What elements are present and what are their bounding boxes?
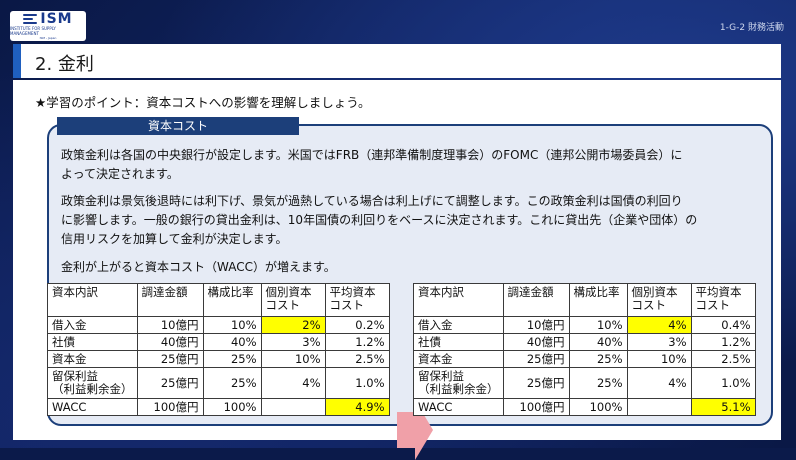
avg-cost-cell: 1.0% <box>690 367 756 399</box>
table-row: 社債 40億円 40% 3% 1.2% <box>47 333 390 351</box>
avg-cost-cell: 1.0% <box>324 367 390 399</box>
ism-logo: ISM INSTITUTE FOR SUPPLY MANAGEMENT ISM … <box>10 11 86 41</box>
avg-cost-cell: 0.2% <box>324 316 390 334</box>
ratio-cell: 25% <box>202 367 262 399</box>
cost-cell: 10% <box>626 350 692 368</box>
amount-cell: 40億円 <box>136 333 204 351</box>
header-cell: 構成比率 <box>568 283 628 317</box>
paragraph-line: よって決定されます。 <box>61 167 179 181</box>
amount-cell: 100億円 <box>136 398 204 416</box>
ratio-cell: 100% <box>202 398 262 416</box>
ratio-cell: 40% <box>568 333 628 351</box>
section-id: 1-G-2 財務活動 <box>719 23 784 33</box>
header-cell: 個別資本 コスト <box>626 283 692 317</box>
cost-cell <box>626 398 692 416</box>
box-label: 資本コスト <box>57 117 299 135</box>
cost-cell: 4% <box>626 367 692 399</box>
amount-cell: 10億円 <box>136 316 204 334</box>
title-bar: 2. 金利 <box>13 44 781 78</box>
row-label: WACC <box>413 398 504 416</box>
table-row: 社債 40億円 40% 3% 1.2% <box>413 333 756 351</box>
row-label: 留保利益 （利益剰余金） <box>413 367 504 399</box>
paragraph-line: 信用リスクを加算して金利が決定します。 <box>61 232 288 246</box>
table-row: WACC 100億円 100% 4.9% <box>47 398 390 416</box>
cost-cell: 4% <box>260 367 326 399</box>
wacc-table-before: 資本内訳 調達金額 構成比率 個別資本 コスト 平均資本 コスト 借入金 10億円 … <box>47 283 390 416</box>
row-label: 借入金 <box>47 316 138 334</box>
header-cell: 平均資本 コスト <box>324 283 390 317</box>
cost-cell-highlight: 4% <box>626 316 692 334</box>
paragraph-line: 政策金利は各国の中央銀行が設定します。米国ではFRB（連邦準備制度理事会）のFO… <box>61 148 683 162</box>
row-label: 資本金 <box>47 350 138 368</box>
amount-cell: 25億円 <box>502 367 570 399</box>
header-cell: 個別資本 コスト <box>260 283 326 317</box>
table-row: 留保利益 （利益剰余金） 25億円 25% 4% 1.0% <box>413 367 756 399</box>
ratio-cell: 40% <box>202 333 262 351</box>
header-cell: 調達金額 <box>502 283 570 317</box>
paragraph-line: 金利が上がると資本コスト（WACC）が増えます。 <box>61 260 336 274</box>
header-cell: 平均資本 コスト <box>690 283 756 317</box>
table-row: 借入金 10億円 10% 4% 0.4% <box>413 316 756 334</box>
header-cell: 構成比率 <box>202 283 262 317</box>
logo-subtitle: INSTITUTE FOR SUPPLY MANAGEMENT <box>10 26 56 36</box>
paragraph-line: 政策金利は景気後退時には利下げ、景気が過熱している場合は利上げにて調整します。こ… <box>61 194 683 208</box>
avg-cost-cell: 1.2% <box>324 333 390 351</box>
row-label: 借入金 <box>413 316 504 334</box>
row-label: WACC <box>47 398 138 416</box>
amount-cell: 25億円 <box>136 367 204 399</box>
wacc-cell-highlight: 5.1% <box>690 398 756 416</box>
avg-cost-cell: 2.5% <box>690 350 756 368</box>
cost-cell-highlight: 2% <box>260 316 326 334</box>
wacc-table-after: 資本内訳 調達金額 構成比率 個別資本 コスト 平均資本 コスト 借入金 10億円 … <box>413 283 756 416</box>
cost-cell: 3% <box>260 333 326 351</box>
amount-cell: 25億円 <box>502 350 570 368</box>
header-cell: 調達金額 <box>136 283 204 317</box>
paragraph-line: に影響します。一般の銀行の貸出金利は、10年国債の利回りをベースに決定されます。… <box>61 213 698 227</box>
logo-subtitle-2: ISM - Japan <box>39 36 57 40</box>
ratio-cell: 10% <box>202 316 262 334</box>
ratio-cell: 25% <box>202 350 262 368</box>
row-label: 資本金 <box>413 350 504 368</box>
cost-cell: 10% <box>260 350 326 368</box>
table-row: WACC 100億円 100% 5.1% <box>413 398 756 416</box>
ratio-cell: 25% <box>568 350 628 368</box>
avg-cost-cell: 0.4% <box>690 316 756 334</box>
amount-cell: 10億円 <box>502 316 570 334</box>
title-accent <box>13 44 21 78</box>
amount-cell: 100億円 <box>502 398 570 416</box>
avg-cost-cell: 2.5% <box>324 350 390 368</box>
table-row: 資本金 25億円 25% 10% 2.5% <box>47 350 390 368</box>
ratio-cell: 25% <box>568 367 628 399</box>
logo-text: ISM <box>40 11 73 27</box>
wacc-cell-highlight: 4.9% <box>324 398 390 416</box>
table-row: 留保利益 （利益剰余金） 25億円 25% 4% 1.0% <box>47 367 390 399</box>
logo-mark-icon <box>23 13 38 25</box>
table-row: 資本金 25億円 25% 10% 2.5% <box>413 350 756 368</box>
ratio-cell: 100% <box>568 398 628 416</box>
avg-cost-cell: 1.2% <box>690 333 756 351</box>
table-header-row: 資本内訳 調達金額 構成比率 個別資本 コスト 平均資本 コスト <box>413 283 756 317</box>
row-label: 社債 <box>47 333 138 351</box>
table-header-row: 資本内訳 調達金額 構成比率 個別資本 コスト 平均資本 コスト <box>47 283 390 317</box>
header-cell: 資本内訳 <box>413 283 504 317</box>
cost-cell <box>260 398 326 416</box>
content-panel: ★学習のポイント：資本コストへの影響を理解しましょう。 資本コスト 政策金利は各… <box>13 80 781 460</box>
header-cell: 資本内訳 <box>47 283 138 317</box>
table-row: 借入金 10億円 10% 2% 0.2% <box>47 316 390 334</box>
cost-cell: 3% <box>626 333 692 351</box>
row-label: 留保利益 （利益剰余金） <box>47 367 138 399</box>
ratio-cell: 10% <box>568 316 628 334</box>
page-title: 2. 金利 <box>35 54 94 75</box>
row-label: 社債 <box>413 333 504 351</box>
learning-point: ★学習のポイント：資本コストへの影響を理解しましょう。 <box>35 95 371 110</box>
amount-cell: 25億円 <box>136 350 204 368</box>
amount-cell: 40億円 <box>502 333 570 351</box>
